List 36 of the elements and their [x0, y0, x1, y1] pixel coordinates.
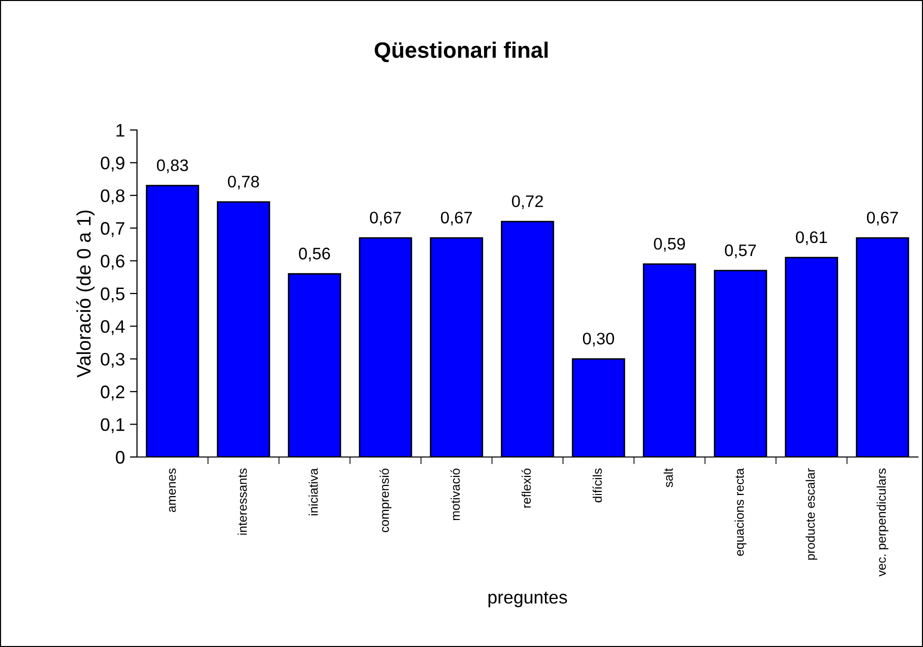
y-tick-label: 0 [116, 450, 124, 464]
y-tick-label: 0,1 [100, 418, 124, 434]
y-tick-label: 0,9 [100, 156, 124, 172]
data-label: 0,30 [582, 332, 614, 346]
y-tick-label: 0,3 [100, 352, 124, 368]
data-label: 0,78 [228, 176, 259, 190]
y-tick-label: 0,6 [100, 254, 124, 270]
data-label: 0,72 [512, 195, 543, 210]
x-tick-label: vec. perpendiculars [876, 468, 888, 576]
data-label: 0,61 [796, 231, 827, 246]
y-tick-label: 0,2 [100, 386, 124, 400]
y-tick-label: 0,7 [100, 222, 124, 237]
y-tick-label: 0,8 [100, 189, 124, 204]
x-tick-label: amenes [169, 468, 176, 512]
y-tick-label: 0,4 [100, 320, 125, 336]
x-tick-label: iniciativa [308, 468, 318, 516]
x-tick-label: comprensió [380, 468, 392, 532]
data-label: 0,56 [298, 248, 330, 262]
x-tick-label: motivació [450, 468, 460, 520]
y-tick-label: 1 [116, 124, 124, 137]
data-label: 0,67 [440, 212, 472, 226]
x-tick-label: salt [664, 468, 673, 488]
data-label: 0,67 [866, 212, 898, 226]
data-label: 0,57 [724, 244, 756, 258]
x-tick-label: difícils [592, 468, 602, 502]
x-tick-label: interessants [238, 468, 247, 535]
data-label: 0,83 [156, 159, 188, 174]
x-tick-label: reflexió [522, 468, 531, 508]
y-axis-title: Valoració (de 0 a 1) [76, 210, 95, 378]
x-tick-label: producte escalar [806, 468, 818, 560]
data-label: 0,59 [654, 238, 685, 252]
y-tick-label: 0,5 [100, 287, 124, 302]
x-axis-title: preguntes [488, 592, 568, 608]
chart-title: Qüestionari final [374, 42, 548, 62]
data-label: 0,67 [370, 212, 401, 226]
x-tick-label: equacions recta [734, 468, 746, 556]
